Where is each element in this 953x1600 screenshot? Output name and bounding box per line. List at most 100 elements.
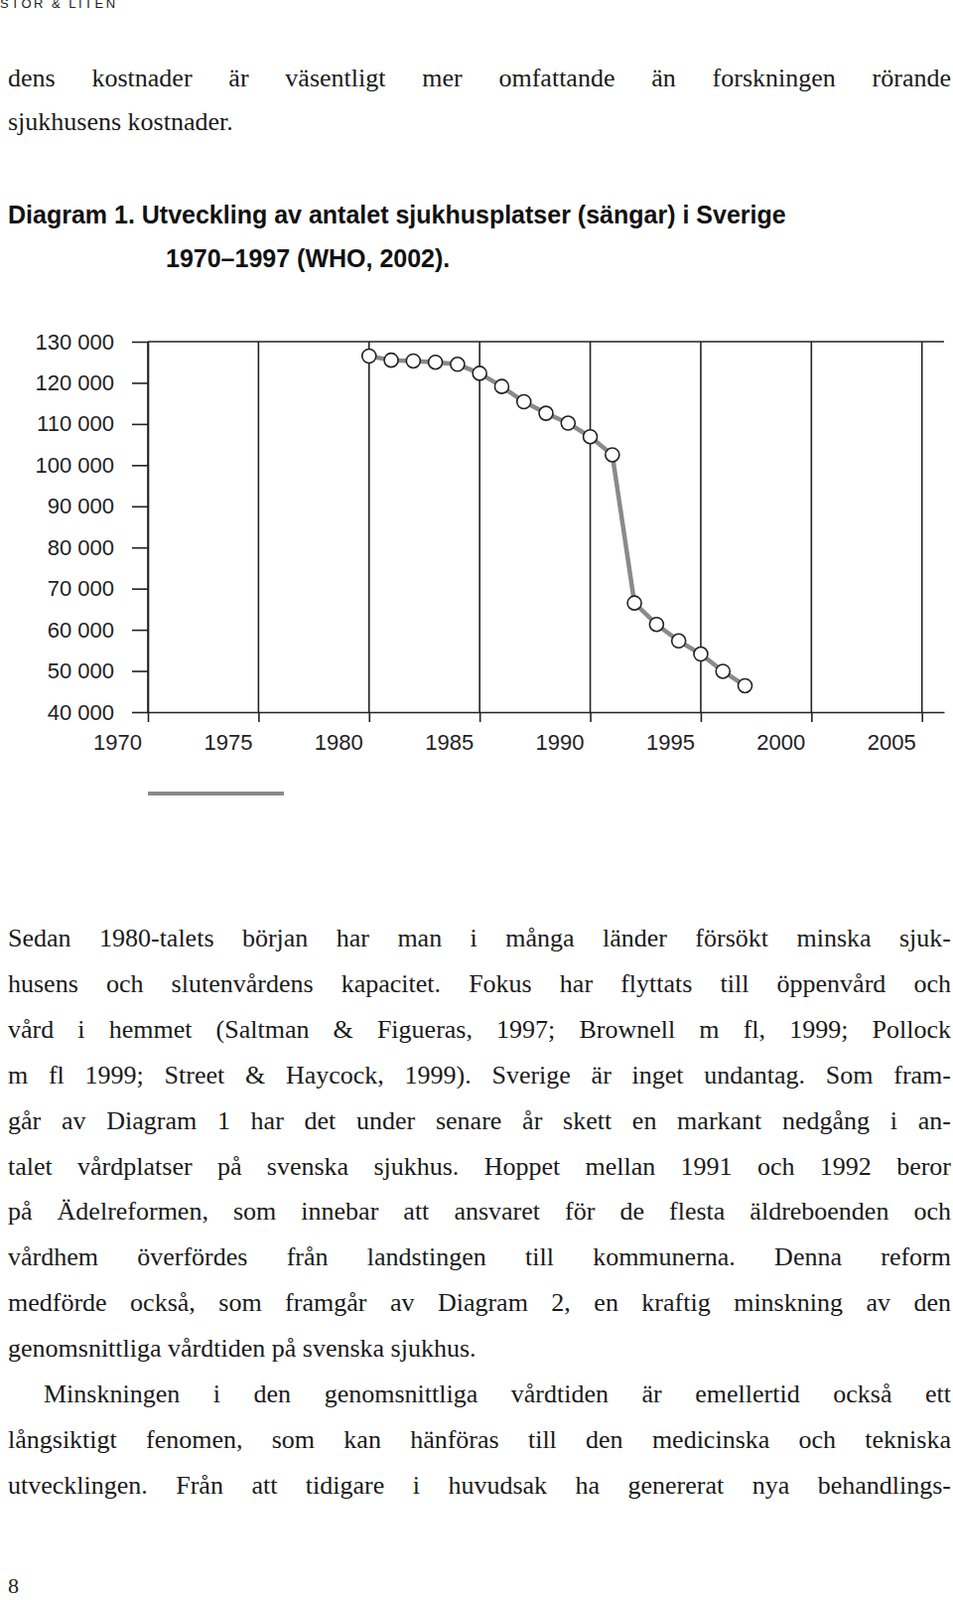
x-tick: 2000 — [756, 711, 812, 755]
grid-line — [146, 341, 149, 712]
x-tick: 1980 — [314, 711, 370, 755]
plot-frame — [147, 340, 945, 343]
data-point — [450, 357, 465, 372]
x-tick-mark — [700, 711, 703, 722]
data-point — [693, 647, 708, 662]
text-line: husens och slutenvårdens kapacitet. Foku… — [7, 960, 952, 1007]
data-point — [715, 664, 730, 679]
text-line: Sedan 1980-talets början har man i många… — [7, 915, 952, 961]
y-tick-mark — [132, 711, 148, 714]
data-point — [605, 447, 620, 462]
running-header: STOR & LITEN — [0, 0, 119, 11]
x-tick-label: 2005 — [867, 729, 917, 755]
y-tick-label: 120 000 — [34, 370, 115, 396]
x-tick-label: 2000 — [756, 729, 806, 755]
data-point — [472, 366, 487, 381]
x-tick: 1990 — [536, 711, 591, 755]
x-tick: 1995 — [646, 711, 701, 755]
y-tick-label: 60 000 — [47, 617, 115, 643]
page-number: 8 — [7, 1572, 19, 1599]
data-point — [362, 349, 377, 364]
text-line: medförde också, som framgår av Diagram 2… — [7, 1279, 952, 1326]
y-axis: 40 000 50 000 60 000 70 000 80 000 90 000 100 … — [34, 329, 148, 725]
y-tick-mark — [132, 423, 148, 426]
y-tick-label: 130 000 — [34, 329, 115, 355]
chart: 40 000 50 000 60 000 70 000 80 000 90 000 100 … — [0, 0, 953, 854]
chart-title: Diagram 1. Utveckling av antalet sjukhus… — [7, 196, 787, 233]
y-tick: 40 000 — [47, 699, 148, 725]
x-axis: 1970 1975 1980 1985 1990 1995 2000 2005 — [93, 711, 945, 755]
text-line: dens kostnader är väsentligt mer omfatta… — [7, 55, 952, 102]
y-tick-label: 50 000 — [47, 658, 115, 683]
x-tick: 1985 — [424, 711, 480, 755]
y-tick-mark — [132, 341, 148, 344]
rule — [147, 791, 284, 796]
data-point — [627, 595, 642, 610]
x-tick-label: 1970 — [93, 729, 142, 755]
x-axis-line — [148, 711, 946, 714]
y-tick-label: 40 000 — [47, 699, 115, 725]
data-point — [406, 353, 420, 368]
text-line: vård i hemmet (Saltman & Figueras, 1997;… — [7, 1006, 952, 1053]
data-point — [738, 678, 753, 692]
y-tick-mark — [132, 670, 148, 673]
y-tick: 80 000 — [47, 535, 148, 560]
data-point — [517, 395, 532, 409]
x-tick: 1975 — [203, 711, 259, 755]
data-point — [428, 355, 443, 370]
grid-line — [258, 341, 261, 712]
grid — [147, 341, 923, 712]
y-tick: 90 000 — [47, 493, 148, 519]
x-tick: 1970 — [93, 711, 148, 755]
y-tick-mark — [132, 505, 148, 508]
y-tick-label: 110 000 — [36, 410, 115, 436]
x-tick-label: 1975 — [203, 729, 253, 755]
grid-line — [589, 341, 592, 712]
data-point — [583, 429, 598, 444]
y-tick: 130 000 — [34, 329, 148, 355]
text-line: på Ädelreformen, som innebar att ansvare… — [7, 1188, 952, 1234]
data-point — [649, 617, 664, 632]
data-line — [369, 356, 746, 686]
y-tick-mark — [132, 629, 148, 632]
y-tick-mark — [132, 464, 148, 467]
y-tick: 70 000 — [47, 575, 148, 601]
x-tick-mark — [258, 711, 261, 722]
x-tick-mark — [921, 711, 924, 722]
x-tick-label: 1980 — [314, 729, 364, 755]
y-tick-mark — [132, 546, 148, 549]
x-tick-mark — [368, 711, 371, 722]
x-tick-mark — [589, 711, 592, 722]
text-line: genomsnittliga vårdtiden på svenska sjuk… — [7, 1325, 952, 1371]
data-point — [384, 353, 399, 368]
text-line: talet vårdplatser på svenska sjukhus. Ho… — [7, 1143, 952, 1190]
text-line: vårdhem överfördes från landstingen till… — [7, 1233, 952, 1280]
y-axis-line — [147, 342, 150, 713]
x-tick-label: 1995 — [646, 729, 695, 755]
y-tick-label: 70 000 — [47, 575, 115, 601]
text-line: m fl 1999; Street & Haycock, 1999). Sver… — [7, 1052, 952, 1098]
x-tick-mark — [479, 711, 482, 722]
y-tick-mark — [132, 382, 148, 385]
text-line: Minskningen i den genomsnittliga vårdtid… — [43, 1370, 952, 1417]
data-point — [672, 633, 686, 648]
y-tick-label: 100 000 — [34, 452, 115, 478]
y-tick: 100 000 — [34, 452, 148, 478]
y-tick-mark — [132, 587, 148, 590]
x-tick-label: 1985 — [424, 729, 474, 755]
x-tick-mark — [147, 711, 150, 722]
text-line: går av Diagram 1 har det under senare år… — [7, 1097, 952, 1144]
y-tick: 60 000 — [47, 617, 148, 643]
x-tick-label: 1990 — [536, 729, 585, 755]
plot-area — [362, 349, 753, 693]
text-line: långsiktigt fenomen, som kan hänföras ti… — [7, 1416, 952, 1463]
y-tick: 50 000 — [47, 658, 148, 683]
text-line: sjukhusens kostnader. — [7, 99, 952, 145]
grid-line — [368, 341, 371, 712]
y-tick: 120 000 — [34, 370, 148, 396]
x-tick-mark — [811, 711, 814, 722]
x-tick: 2005 — [867, 711, 923, 755]
grid-line — [811, 341, 814, 712]
data-point — [494, 379, 509, 394]
grid-line — [478, 341, 481, 712]
